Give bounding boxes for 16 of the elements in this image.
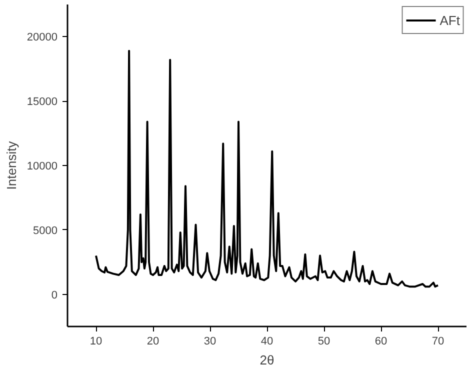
y-tick-label: 5000 <box>33 224 58 237</box>
y-tick-label: 15000 <box>26 96 58 108</box>
x-tick-label: 10 <box>90 336 102 348</box>
legend-label: AFt <box>440 12 460 28</box>
y-tick-label: 0 <box>51 289 58 302</box>
x-tick-label: 40 <box>260 336 274 348</box>
x-tick-label: 50 <box>318 336 330 348</box>
x-tick-label: 20 <box>146 336 160 348</box>
line-series <box>95 50 439 288</box>
x-tick-label: 70 <box>432 336 444 348</box>
y-tick-label: 10000 <box>26 160 58 172</box>
y-tick-label: 20000 <box>26 32 58 44</box>
x-tick-label: 60 <box>374 336 388 348</box>
x-tick-label: 30 <box>204 336 216 348</box>
x-axis-title: 2θ <box>260 352 274 368</box>
y-axis-title: Intensity <box>4 140 19 190</box>
